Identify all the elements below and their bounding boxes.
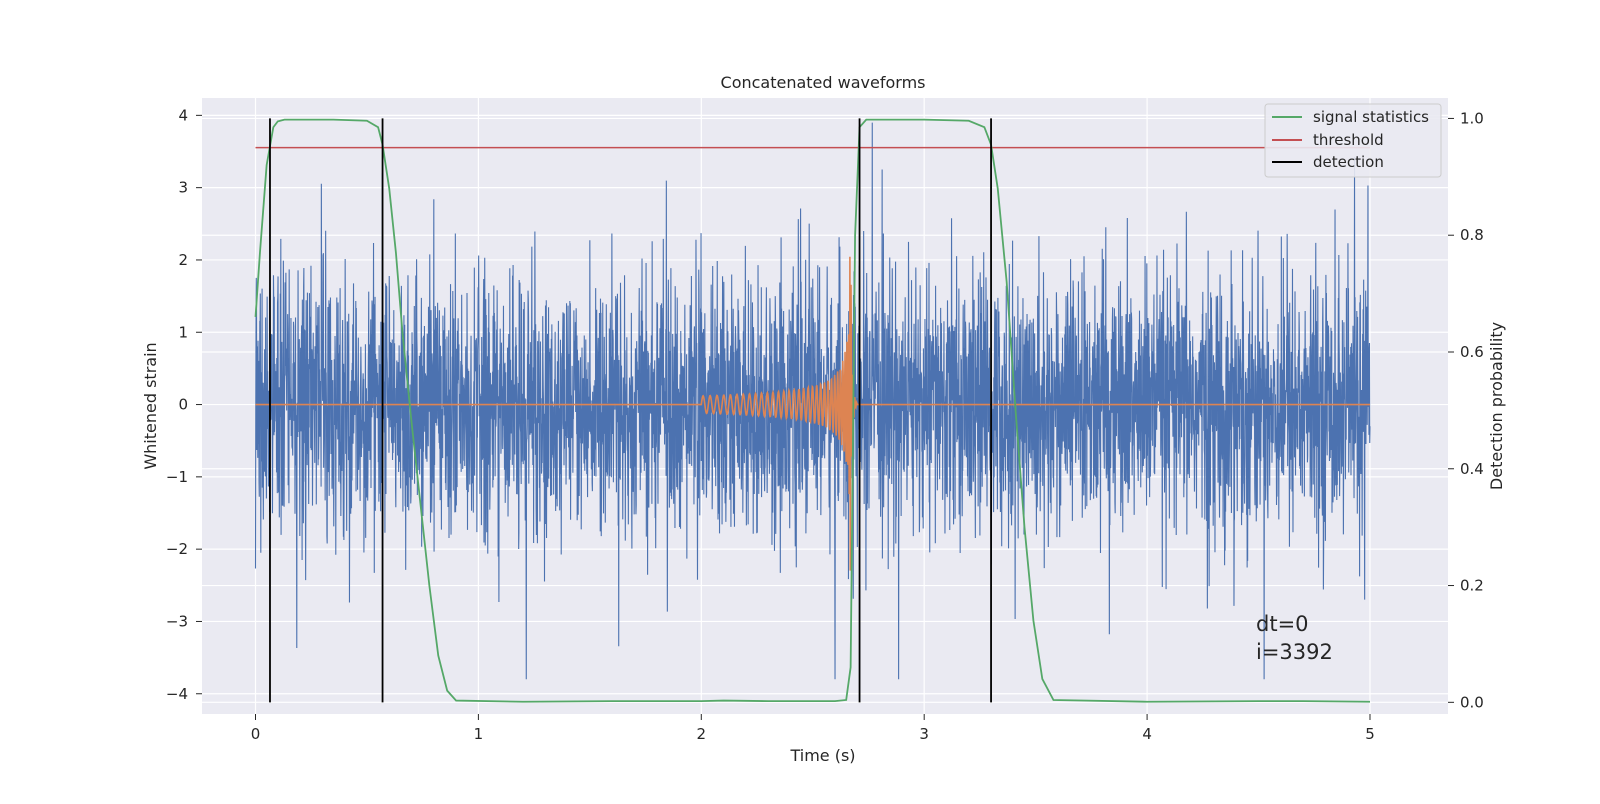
legend-label-signal-statistics: signal statistics bbox=[1313, 108, 1429, 126]
right-y-tick-label: 0.6 bbox=[1460, 343, 1484, 361]
left-y-tick-label: −1 bbox=[166, 468, 188, 486]
left-y-tick-label: −2 bbox=[166, 540, 188, 558]
left-y-tick-label: 1 bbox=[178, 323, 188, 341]
x-axis-label: Time (s) bbox=[789, 746, 855, 765]
right-y-tick-label: 1.0 bbox=[1460, 109, 1484, 127]
plot-marks bbox=[254, 118, 1371, 703]
left-y-tick-label: 3 bbox=[178, 179, 188, 197]
legend-label-threshold: threshold bbox=[1313, 131, 1384, 149]
right-y-tick-label: 0.8 bbox=[1460, 226, 1484, 244]
right-y-tick-label: 0.4 bbox=[1460, 460, 1484, 478]
x-axis-ticks: 0 1 2 3 4 5 bbox=[251, 714, 1375, 743]
legend-label-detection: detection bbox=[1313, 153, 1384, 171]
left-y-tick-label: 4 bbox=[178, 106, 188, 124]
signal-statistics-line bbox=[254, 118, 1370, 703]
x-tick-label: 1 bbox=[474, 725, 484, 743]
noise-strain-line bbox=[254, 122, 1371, 680]
left-y-tick-label: 0 bbox=[178, 396, 188, 414]
legend-box bbox=[1264, 103, 1442, 178]
annotation-dt: dt=0 bbox=[1256, 612, 1309, 636]
x-tick-label: 4 bbox=[1142, 725, 1152, 743]
right-y-axis-ticks: 0.0 0.2 0.4 0.6 0.8 1.0 bbox=[1448, 109, 1484, 711]
x-tick-label: 2 bbox=[697, 725, 707, 743]
right-y-tick-label: 0.0 bbox=[1460, 693, 1484, 711]
left-y-tick-label: −4 bbox=[166, 685, 188, 703]
left-y-tick-label: 2 bbox=[178, 251, 188, 269]
annotation: dt=0 i=3392 bbox=[1256, 612, 1333, 664]
legend: signal statistics threshold detection bbox=[1264, 103, 1442, 178]
chart-title: Concatenated waveforms bbox=[721, 73, 926, 92]
x-tick-label: 5 bbox=[1365, 725, 1375, 743]
x-tick-label: 3 bbox=[919, 725, 929, 743]
right-y-axis-label: Detection probability bbox=[1487, 322, 1506, 490]
left-y-axis-label: Whitened strain bbox=[141, 342, 160, 469]
left-y-tick-label: −3 bbox=[166, 612, 188, 630]
injected-waveform-line bbox=[255, 256, 1370, 571]
annotation-index: i=3392 bbox=[1256, 640, 1333, 664]
right-y-tick-label: 0.2 bbox=[1460, 577, 1484, 595]
x-tick-label: 0 bbox=[251, 725, 261, 743]
left-y-axis-ticks: −4 −3 −2 −1 0 1 2 3 4 bbox=[166, 106, 202, 703]
